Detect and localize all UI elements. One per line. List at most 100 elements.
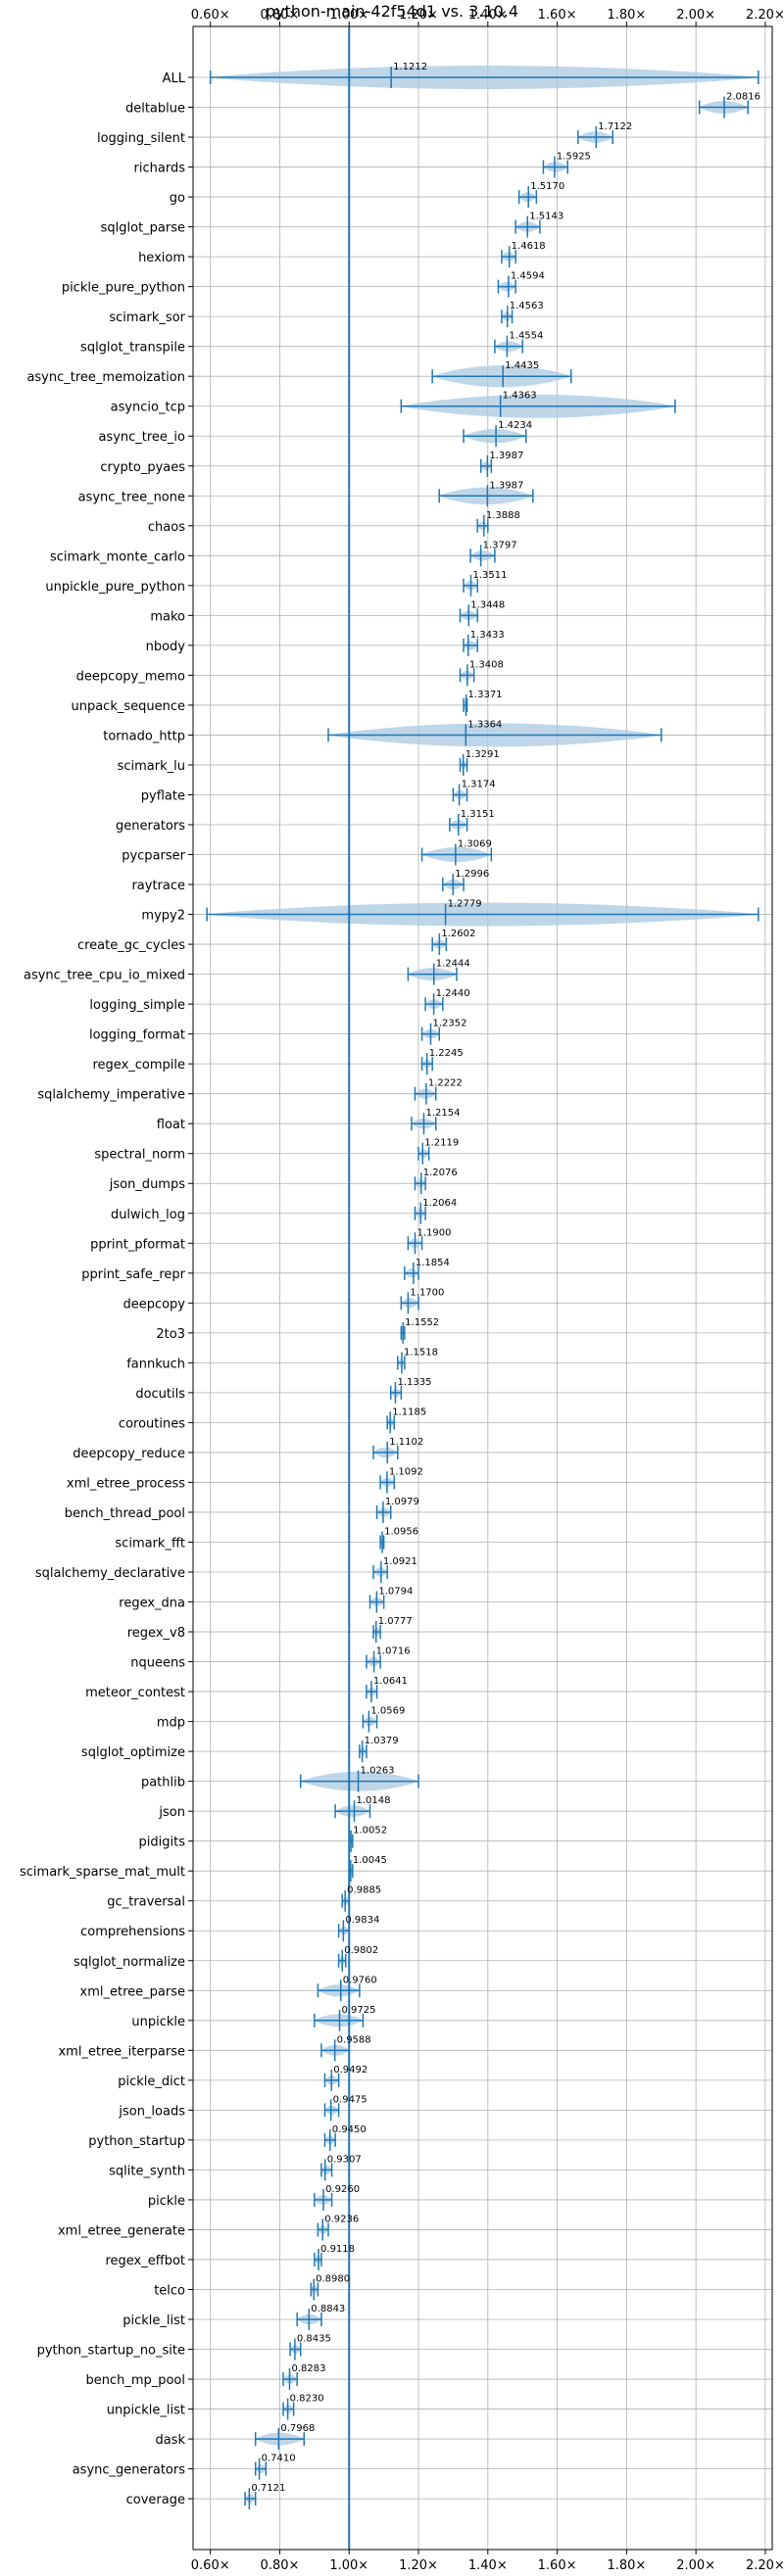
y-tick-label: bench_thread_pool xyxy=(65,1506,185,1521)
median-label: 1.0794 xyxy=(378,1587,413,1598)
y-tick-label: async_tree_none xyxy=(78,490,185,504)
median-label: 1.2076 xyxy=(423,1168,458,1178)
data-labels: 1.1212 2.0816 1.7122 1.5925 1.5170 1.5143 1.46… xyxy=(251,62,760,2494)
y-tick-label: pickle_dict xyxy=(118,2075,185,2089)
median-label: 1.0263 xyxy=(361,1766,395,1777)
y-tick-label: sqlglot_normalize xyxy=(74,1955,185,1970)
median-label: 1.2119 xyxy=(424,1138,459,1149)
y-tick-label: chaos xyxy=(148,520,185,535)
y-tick-label: nbody xyxy=(146,640,186,654)
y-tick-label: deepcopy xyxy=(122,1297,185,1312)
median-label: 1.0979 xyxy=(385,1497,419,1507)
median-label: 1.0148 xyxy=(356,1795,390,1806)
x-tick-label-bottom: 0.80× xyxy=(261,2558,300,2573)
x-tick-label-top: 1.40× xyxy=(468,8,508,23)
y-tick-label: richards xyxy=(134,162,186,176)
median-label: 0.7410 xyxy=(262,2454,296,2464)
y-tick-label: scimark_lu xyxy=(118,759,185,774)
median-label: 1.2352 xyxy=(432,1019,466,1029)
y-tick-label: fannkuch xyxy=(126,1357,185,1371)
y-tick-label: tornado_http xyxy=(103,729,185,743)
y-tick-label: logging_simple xyxy=(89,998,185,1013)
y-tick-label: scimark_sor xyxy=(109,310,185,325)
median-label: 0.8980 xyxy=(316,2273,350,2284)
y-tick-label: pprint_pformat xyxy=(90,1237,185,1252)
median-label: 1.3174 xyxy=(462,779,496,789)
axes: 0.60× 0.60× 0.80× 0.80× 1.00× 1.00× 1.20× 1.20×… xyxy=(20,8,784,2573)
median-label: 1.2996 xyxy=(455,869,489,880)
median-label: 0.9236 xyxy=(324,2214,359,2224)
y-tick-label: raytrace xyxy=(131,879,185,893)
median-label: 1.1854 xyxy=(416,1258,450,1268)
x-tick-label-bottom: 2.20× xyxy=(746,2558,784,2573)
y-tick-label: pprint_safe_repr xyxy=(81,1267,185,1282)
median-label: 1.3151 xyxy=(461,809,495,820)
median-label: 1.0921 xyxy=(383,1556,417,1567)
y-tick-label: xml_etree_parse xyxy=(80,1984,185,1999)
median-label: 1.3448 xyxy=(470,599,505,610)
median-label: 1.5925 xyxy=(557,152,591,163)
y-tick-label: logging_format xyxy=(89,1028,185,1043)
median-label: 1.2245 xyxy=(429,1048,464,1059)
y-tick-label: deepcopy_reduce xyxy=(73,1447,185,1461)
y-tick-label: scimark_monte_carlo xyxy=(50,549,185,564)
chart-title: python-main-42f54d1 vs. 3.10.4 xyxy=(266,2,518,21)
median-label: 1.0045 xyxy=(353,1855,387,1866)
y-tick-label: xml_etree_iterparse xyxy=(58,2044,185,2059)
median-label: 1.2602 xyxy=(441,929,475,939)
median-label: 1.3291 xyxy=(466,749,500,760)
y-tick-label: comprehensions xyxy=(80,1925,185,1939)
median-label: 1.2154 xyxy=(425,1108,460,1119)
median-label: 1.2779 xyxy=(448,899,482,910)
plot-frame xyxy=(192,25,773,2551)
x-tick-label-bottom: 1.60× xyxy=(538,2558,577,2573)
y-tick-label: 2to3 xyxy=(156,1327,185,1342)
median-label: 1.3797 xyxy=(483,540,517,550)
x-tick-label-top: 1.60× xyxy=(538,8,577,23)
median-label: 0.8435 xyxy=(297,2334,331,2345)
x-tick-label-bottom: 0.60× xyxy=(191,2558,230,2573)
y-tick-label: async_tree_io xyxy=(98,430,185,445)
x-tick-label-bottom: 1.20× xyxy=(399,2558,438,2573)
median-label: 1.4234 xyxy=(498,420,532,431)
median-label: 0.7968 xyxy=(280,2423,315,2434)
violins xyxy=(206,66,760,2510)
y-tick-label: mdp xyxy=(157,1716,185,1731)
median-label: 1.0052 xyxy=(353,1826,387,1837)
median-label: 1.4563 xyxy=(510,301,544,311)
median-label: 1.0777 xyxy=(378,1616,413,1627)
median-label: 0.9725 xyxy=(342,2005,376,2016)
median-label: 1.2444 xyxy=(436,959,470,970)
y-tick-label: generators xyxy=(116,819,185,834)
y-tick-label: unpickle_pure_python xyxy=(45,580,185,595)
y-tick-label: pickle_list xyxy=(122,2314,185,2328)
y-tick-label: spectral_norm xyxy=(94,1148,185,1163)
y-tick-label: sqlite_synth xyxy=(109,2164,185,2178)
median-label: 0.9802 xyxy=(344,1945,378,1956)
y-tick-label: telco xyxy=(154,2283,185,2298)
median-label: 1.1092 xyxy=(389,1466,423,1477)
median-label: 0.7121 xyxy=(251,2483,285,2494)
median-label: 0.8283 xyxy=(291,2363,325,2374)
y-tick-label: async_tree_memoization xyxy=(26,370,185,385)
median-label: 1.1518 xyxy=(404,1347,438,1358)
x-tick-label-top: 1.20× xyxy=(399,8,438,23)
median-label: 0.9834 xyxy=(345,1915,379,1926)
median-label: 1.5170 xyxy=(530,181,564,192)
median-label: 1.4435 xyxy=(505,360,539,371)
median-label: 1.2064 xyxy=(422,1198,457,1209)
y-tick-label: go xyxy=(170,191,185,206)
x-tick-label-top: 0.80× xyxy=(261,8,300,23)
y-tick-label: json xyxy=(158,1805,185,1820)
y-tick-label: regex_compile xyxy=(92,1058,185,1073)
median-label: 1.3408 xyxy=(469,659,504,670)
y-tick-label: mako xyxy=(150,609,185,624)
median-label: 2.0816 xyxy=(726,92,760,103)
x-tick-label-top: 2.00× xyxy=(676,8,715,23)
median-label: 1.3371 xyxy=(468,690,503,700)
median-label: 0.9450 xyxy=(332,2124,367,2135)
y-tick-label: logging_silent xyxy=(97,131,185,146)
y-tick-label: json_dumps xyxy=(109,1177,185,1192)
y-tick-label: unpack_sequence xyxy=(71,699,185,714)
median-label: 0.9492 xyxy=(333,2065,368,2075)
